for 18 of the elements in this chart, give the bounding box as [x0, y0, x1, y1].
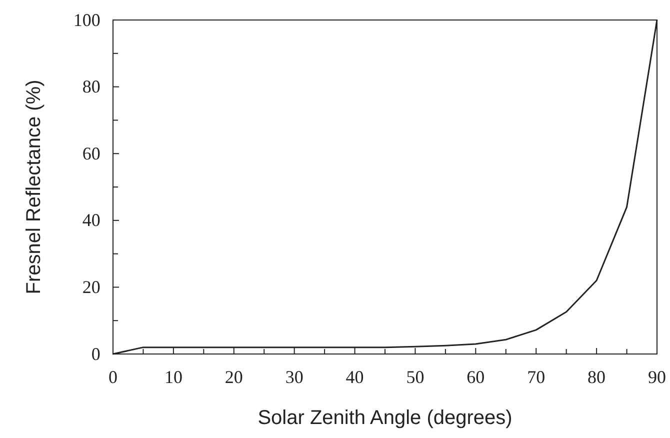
x-tick-label: 40 — [346, 366, 364, 387]
y-tick-label: 20 — [82, 276, 100, 297]
x-tick-label: 30 — [285, 366, 304, 387]
y-axis-title: Fresnel Reflectance (%) — [23, 80, 45, 294]
y-tick-label: 40 — [82, 210, 100, 230]
y-tick-label: 80 — [82, 76, 100, 97]
x-tick-label: 20 — [224, 366, 243, 387]
x-tick-label: 70 — [527, 366, 546, 387]
y-tick-label: 100 — [73, 10, 100, 30]
x-tick-label: 10 — [164, 366, 182, 387]
x-axis-title: Solar Zenith Angle (degrees) — [258, 407, 512, 429]
x-tick-label: 50 — [406, 366, 424, 387]
y-tick-label: 60 — [82, 143, 100, 164]
x-tick-label: 80 — [588, 366, 606, 387]
x-tick-label: 60 — [466, 366, 485, 387]
x-tick-label: 0 — [108, 366, 118, 387]
x-tick-label: 90 — [648, 366, 666, 387]
y-tick-label: 0 — [91, 344, 100, 364]
